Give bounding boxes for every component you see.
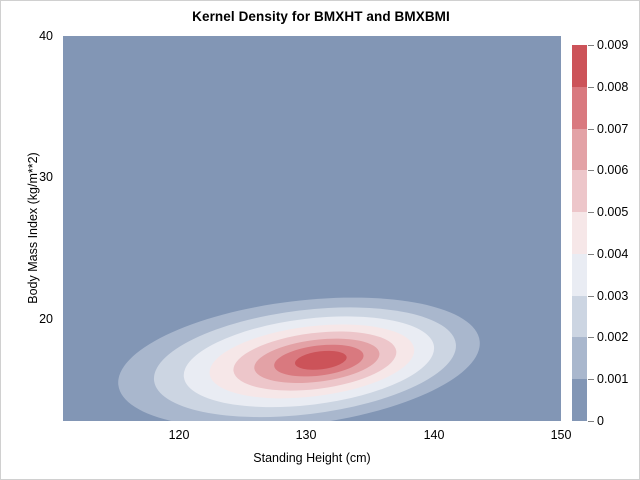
chart-title: Kernel Density for BMXHT and BMXBMI [192, 9, 450, 24]
colorbar-label-0.002: 0.002 [597, 330, 629, 344]
xtick-label-130: 130 [295, 428, 317, 442]
colorbar-label-0: 0 [597, 414, 604, 428]
colorbar-tick-0 [588, 421, 594, 422]
xtick-label-150: 150 [550, 428, 572, 442]
ytick-label-20: 20 [39, 312, 53, 326]
colorbar-tick-0.008 [588, 87, 594, 88]
colorbar-tick-0.006 [588, 170, 594, 171]
colorbar-tick-0.009 [588, 45, 594, 46]
colorbar-label-0.003: 0.003 [597, 289, 629, 303]
contour-svg [63, 36, 561, 421]
xtick-label-120: 120 [168, 428, 190, 442]
colorbar-band-0.009 [572, 45, 587, 87]
xaxis-title: Standing Height (cm) [253, 451, 371, 465]
ytick-label-30: 30 [39, 170, 53, 184]
colorbar-tick-0.001 [588, 379, 594, 380]
colorbar-label-0.005: 0.005 [597, 205, 629, 219]
contour-plot-area [63, 36, 561, 421]
yaxis-title: Body Mass Index (kg/m**2) [26, 152, 40, 304]
colorbar-band-0.004 [572, 253, 587, 296]
colorbar-label-0.007: 0.007 [597, 122, 629, 136]
xtick-label-140: 140 [423, 428, 445, 442]
colorbar-band-0.001 [572, 379, 587, 422]
colorbar-tick-0.007 [588, 129, 594, 130]
colorbar-tick-0.003 [588, 296, 594, 297]
ytick-label-40: 40 [39, 29, 53, 43]
colorbar-label-0.004: 0.004 [597, 247, 629, 261]
colorbar-label-0.006: 0.006 [597, 163, 629, 177]
colorbar-band-0.002 [572, 337, 587, 380]
colorbar-band-0.007 [572, 128, 587, 171]
colorbar-band-0.008 [572, 86, 587, 129]
colorbar-tick-0.002 [588, 337, 594, 338]
colorbar-band-0.006 [572, 170, 587, 213]
colorbar-label-0.008: 0.008 [597, 80, 629, 94]
density-colorbar [572, 45, 587, 422]
contour-band-8 [295, 350, 347, 370]
colorbar-band-0.003 [572, 295, 587, 338]
colorbar-band-0.005 [572, 212, 587, 254]
colorbar-label-0.009: 0.009 [597, 38, 629, 52]
colorbar-label-0.001: 0.001 [597, 372, 629, 386]
colorbar-tick-0.005 [588, 212, 594, 213]
colorbar-tick-0.004 [588, 254, 594, 255]
